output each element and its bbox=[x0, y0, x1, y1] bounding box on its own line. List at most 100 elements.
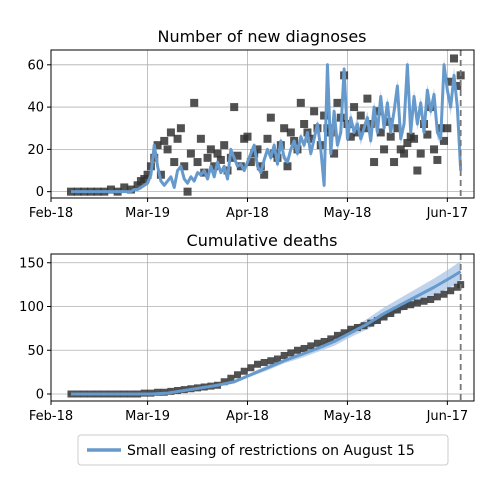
diagnoses-observed-point bbox=[306, 134, 315, 143]
diagnoses-observed-point bbox=[423, 130, 432, 139]
deaths-observed-point bbox=[387, 310, 395, 317]
deaths-observed-point bbox=[347, 325, 355, 333]
deaths-observed-point bbox=[287, 349, 295, 357]
deaths-x-tick-label: May-18 bbox=[323, 409, 371, 424]
diagnoses-observed-point bbox=[453, 81, 462, 90]
deaths-observed-point bbox=[260, 359, 268, 366]
deaths-observed-point bbox=[393, 306, 401, 314]
deaths-observed-point bbox=[280, 352, 288, 359]
deaths-observed-point bbox=[440, 290, 448, 298]
diagnoses-observed-point bbox=[386, 132, 395, 141]
deaths-x-tick-label: Jun-17 bbox=[426, 409, 469, 424]
diagnoses-y-tick-label: 20 bbox=[27, 143, 44, 158]
diagnoses-observed-point bbox=[106, 185, 115, 194]
diagnoses-observed-point bbox=[220, 141, 229, 150]
diagnoses-observed-point bbox=[403, 139, 412, 148]
diagnoses-observed-point bbox=[263, 134, 272, 143]
diagnoses-observed-point bbox=[126, 185, 135, 194]
diagnoses-observed-point bbox=[283, 162, 292, 171]
diagnoses-observed-point bbox=[450, 54, 459, 63]
diagnoses-observed-point bbox=[286, 128, 295, 137]
legend-frame bbox=[77, 434, 449, 466]
deaths-observed-point bbox=[307, 342, 315, 350]
diagnoses-observed-point bbox=[346, 132, 355, 141]
diagnoses-observed-point bbox=[320, 111, 329, 120]
diagnoses-observed-point bbox=[196, 134, 205, 143]
deaths-observed-point bbox=[234, 371, 242, 379]
diagnoses-observed-point bbox=[393, 124, 402, 133]
deaths-plot-area bbox=[67, 261, 465, 398]
diagnoses-x-tick-label: Jun-17 bbox=[426, 206, 469, 221]
deaths-observed-point bbox=[220, 378, 228, 386]
diagnoses-y-tick-label: 40 bbox=[27, 101, 44, 116]
diagnoses-observed-point bbox=[216, 155, 225, 164]
deaths-observed-point bbox=[447, 287, 455, 295]
deaths-observed-point bbox=[407, 301, 415, 309]
diagnoses-observed-point bbox=[233, 151, 242, 160]
deaths-model-line bbox=[70, 270, 462, 396]
diagnoses-observed-point bbox=[190, 98, 199, 107]
legend: Small easing of restrictions on August 1… bbox=[77, 434, 449, 466]
diagnoses-observed-point bbox=[193, 158, 202, 167]
diagnoses-observed-point bbox=[206, 145, 215, 154]
deaths-observed-point bbox=[254, 360, 262, 368]
diagnoses-observed-point bbox=[180, 162, 189, 171]
diagnoses-axes-frame bbox=[50, 49, 475, 199]
diagnoses-observed-point bbox=[413, 166, 422, 175]
diagnoses-observed-point bbox=[416, 149, 425, 158]
diagnoses-observed-point bbox=[300, 120, 309, 128]
diagnoses-observed-point bbox=[280, 124, 289, 133]
chart-cumulative-deaths: Cumulative deaths Feb-18 Mar-19 Apr-18 May-… bbox=[19, 231, 475, 424]
deaths-y-tick-label: 150 bbox=[19, 256, 44, 271]
diagnoses-observed-point bbox=[396, 145, 405, 154]
deaths-y-tick-label: 0 bbox=[36, 388, 44, 403]
diagnoses-observed-point bbox=[330, 149, 339, 158]
diagnoses-observed-point bbox=[170, 158, 179, 167]
chart-title-new-diagnoses: Number of new diagnoses bbox=[157, 27, 366, 46]
deaths-observed-point bbox=[380, 313, 388, 321]
diagnoses-observed-point bbox=[140, 174, 149, 183]
diagnoses-observed-point bbox=[253, 145, 262, 154]
diagnoses-y-tick-label: 60 bbox=[27, 58, 44, 73]
deaths-observed-point bbox=[240, 367, 248, 375]
diagnoses-observed-point bbox=[376, 128, 385, 137]
deaths-observed-point bbox=[400, 303, 408, 310]
deaths-observed-point bbox=[300, 345, 308, 352]
diagnoses-observed-point bbox=[446, 77, 455, 86]
diagnoses-observed-point bbox=[310, 107, 319, 116]
deaths-observed-point bbox=[353, 324, 361, 331]
diagnoses-y-tick-label: 0 bbox=[36, 185, 44, 200]
deaths-x-tick-label: Feb-18 bbox=[29, 409, 73, 424]
deaths-observed-point bbox=[333, 331, 341, 339]
deaths-observed-point bbox=[267, 357, 275, 365]
deaths-axes-frame bbox=[50, 253, 475, 402]
deaths-observed-point bbox=[427, 296, 435, 303]
diagnoses-observed-point bbox=[430, 145, 439, 154]
diagnoses-observed-point bbox=[186, 149, 195, 158]
deaths-observed-point bbox=[413, 299, 421, 307]
diagnoses-observed-point bbox=[213, 149, 222, 158]
diagnoses-observed-point bbox=[380, 145, 389, 154]
diagnoses-observed-point bbox=[143, 170, 152, 179]
diagnoses-observed-point bbox=[266, 113, 275, 122]
diagnoses-observed-point bbox=[173, 134, 182, 143]
deaths-observed-point bbox=[227, 374, 235, 382]
diagnoses-observed-point bbox=[433, 155, 442, 164]
deaths-observed-point bbox=[247, 364, 255, 372]
diagnoses-observed-point bbox=[133, 181, 142, 190]
deaths-x-tick-label: Apr-18 bbox=[226, 409, 269, 424]
deaths-y-tick-label: 50 bbox=[27, 344, 44, 359]
diagnoses-observed-point bbox=[246, 158, 255, 167]
diagnoses-observed-point bbox=[166, 128, 175, 137]
diagnoses-model-line bbox=[70, 63, 463, 194]
diagnoses-x-tick-label: Apr-18 bbox=[226, 206, 269, 221]
chart-new-diagnoses: Number of new diagnoses Feb-18 Mar-19 Apr-… bbox=[27, 27, 475, 221]
diagnoses-observed-point bbox=[243, 132, 252, 141]
diagnoses-observed-point bbox=[260, 170, 269, 179]
deaths-observed-point bbox=[313, 339, 321, 347]
diagnoses-observed-point bbox=[363, 94, 372, 103]
diagnoses-observed-point bbox=[176, 124, 185, 133]
diagnoses-observed-point bbox=[163, 145, 172, 154]
diagnoses-observed-point bbox=[153, 141, 162, 150]
legend-label: Small easing of restrictions on August 1… bbox=[127, 443, 415, 459]
